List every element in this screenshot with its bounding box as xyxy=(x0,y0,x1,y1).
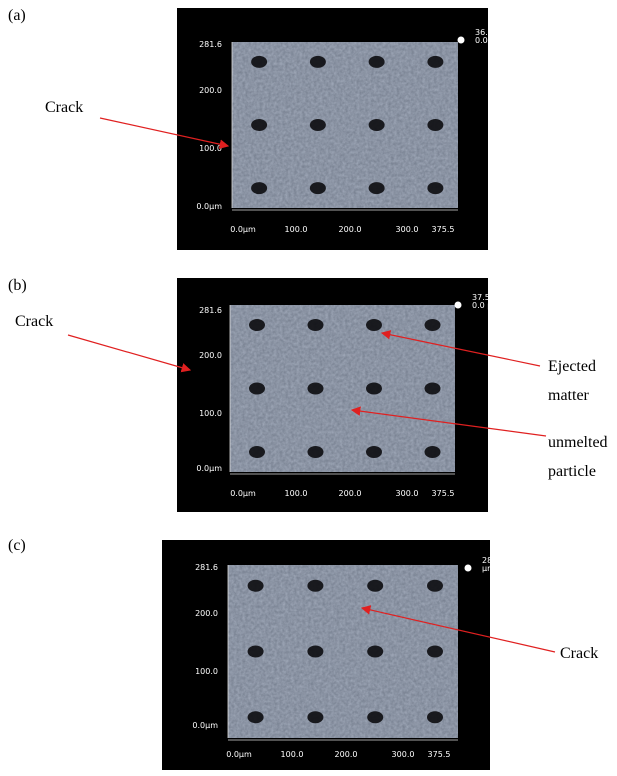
crater xyxy=(367,646,383,658)
crater xyxy=(249,446,265,458)
x-tick-label: 0.0µm xyxy=(226,750,252,759)
panel-label: (a) xyxy=(8,7,26,24)
annotation-text: unmelted xyxy=(548,434,608,451)
annotation-text: Crack xyxy=(15,313,53,330)
y-tick-label: 200.0 xyxy=(195,609,218,618)
panel: (c) 281.6 200.0 100.0 0.0µm 0.0µm 100.0 200.0 30… xyxy=(8,537,598,770)
crater xyxy=(427,182,443,194)
crater xyxy=(307,646,323,658)
crater xyxy=(251,119,267,131)
crater xyxy=(248,711,264,723)
y-tick-label: 100.0 xyxy=(199,144,222,153)
x-tick-label: 0.0µm xyxy=(230,489,256,498)
annotation-text: Crack xyxy=(560,645,598,662)
y-tick-label: 0.0µm xyxy=(196,202,222,211)
y-tick-label: 100.0 xyxy=(195,667,218,676)
crater xyxy=(367,711,383,723)
x-tick-label: 375.5 xyxy=(432,489,455,498)
x-tick-label: 300.0 xyxy=(396,489,419,498)
figure: (a) 281.6 200.0 100.0 0.0µm 0.0µm 100.0 200.0 30… xyxy=(0,0,617,776)
crater xyxy=(369,56,385,68)
crater xyxy=(248,646,264,658)
crater xyxy=(251,182,267,194)
annotation-text: Ejected xyxy=(548,358,596,375)
scale-label: µm xyxy=(482,564,495,573)
crater xyxy=(425,446,441,458)
y-tick-label: 281.6 xyxy=(199,40,222,49)
crater xyxy=(425,319,441,331)
crater xyxy=(310,119,326,131)
crater xyxy=(369,182,385,194)
crater xyxy=(307,580,323,592)
crater xyxy=(249,383,265,395)
crater xyxy=(310,182,326,194)
y-tick-label: 281.6 xyxy=(195,563,218,572)
annotation-text: Crack xyxy=(45,99,83,116)
crater xyxy=(427,711,443,723)
x-tick-label: 375.5 xyxy=(428,750,451,759)
crater xyxy=(427,119,443,131)
y-tick-label: 200.0 xyxy=(199,351,222,360)
crater xyxy=(366,319,382,331)
scale-marker xyxy=(465,565,472,572)
y-tick-label: 200.0 xyxy=(199,86,222,95)
y-tick-label: 281.6 xyxy=(199,306,222,315)
panel: (b) 281.6 200.0 100.0 0.0µm 0.0µm 100.0 200.0 30… xyxy=(8,277,608,512)
x-tick-label: 375.5 xyxy=(432,225,455,234)
x-tick-label: 100.0 xyxy=(281,750,304,759)
crater xyxy=(310,56,326,68)
crater xyxy=(369,119,385,131)
crater xyxy=(366,446,382,458)
x-tick-label: 200.0 xyxy=(339,225,362,234)
crater xyxy=(427,56,443,68)
panel-label: (b) xyxy=(8,277,27,294)
annotation-arrow xyxy=(68,335,190,370)
crater xyxy=(366,383,382,395)
crater xyxy=(425,383,441,395)
y-tick-label: 0.0µm xyxy=(196,464,222,473)
y-tick-label: 0.0µm xyxy=(192,721,218,730)
scale-marker xyxy=(458,37,465,44)
x-tick-label: 200.0 xyxy=(339,489,362,498)
crater xyxy=(249,319,265,331)
crater xyxy=(251,56,267,68)
x-tick-label: 100.0 xyxy=(285,225,308,234)
x-tick-label: 300.0 xyxy=(396,225,419,234)
scale-marker xyxy=(455,302,462,309)
crater xyxy=(427,580,443,592)
crater xyxy=(248,580,264,592)
crater xyxy=(367,580,383,592)
crater xyxy=(308,383,324,395)
crater xyxy=(307,711,323,723)
x-tick-label: 300.0 xyxy=(392,750,415,759)
x-tick-label: 200.0 xyxy=(335,750,358,759)
crater xyxy=(427,646,443,658)
crater xyxy=(308,319,324,331)
scale-label: 0.0 µm xyxy=(472,301,500,310)
x-tick-label: 100.0 xyxy=(285,489,308,498)
panel-label: (c) xyxy=(8,537,26,554)
y-tick-label: 100.0 xyxy=(199,409,222,418)
crater xyxy=(308,446,324,458)
scale-label: 0.0 µm xyxy=(475,36,503,45)
panel: (a) 281.6 200.0 100.0 0.0µm 0.0µm 100.0 200.0 30… xyxy=(8,7,503,250)
x-tick-label: 0.0µm xyxy=(230,225,256,234)
annotation-text: matter xyxy=(548,387,590,404)
annotation-text: particle xyxy=(548,463,596,480)
